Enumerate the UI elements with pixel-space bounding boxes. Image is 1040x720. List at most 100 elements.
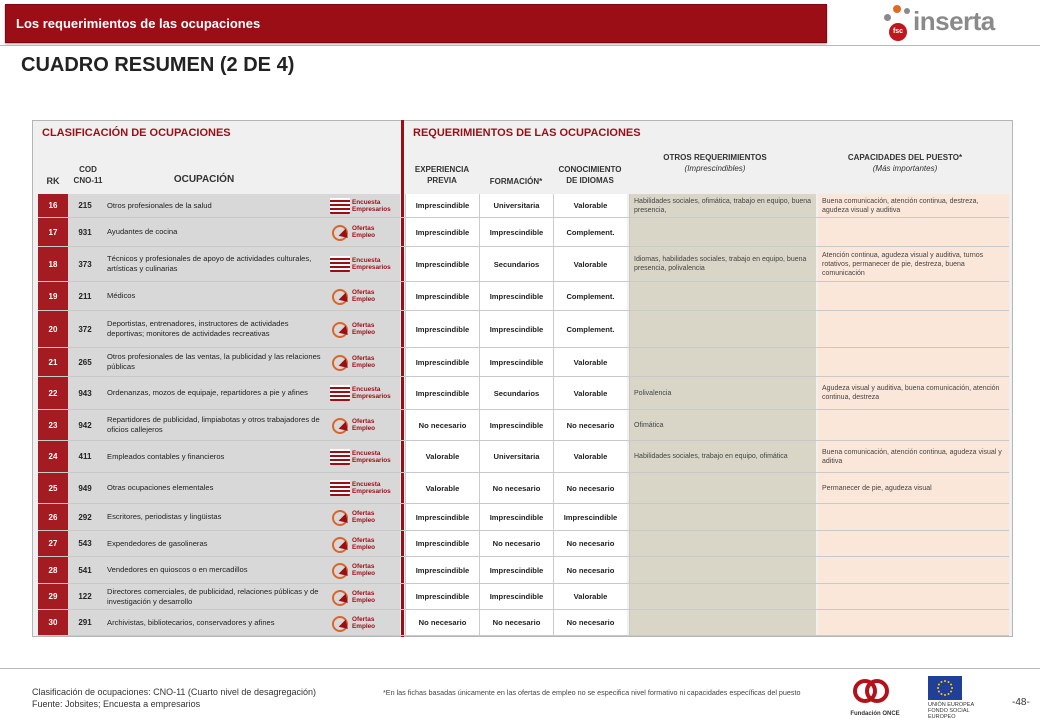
table-row: 20 372 Deportistas, entrenadores, instruct… [38, 311, 1009, 348]
source-label-2: Empleo [352, 329, 376, 336]
formacion-cell: Secundarios [479, 247, 553, 281]
experiencia-cell: Imprescindible [405, 194, 479, 217]
eu-star-icon [944, 680, 946, 682]
rank-cell: 24 [38, 441, 68, 472]
once-rings-icon [853, 679, 889, 703]
occupation-cell: Escritores, periodistas y lingüistas [102, 504, 326, 530]
idiomas-cell: Valorable [553, 194, 627, 217]
ofertas-badge: Ofertas Empleo [330, 223, 375, 241]
cod-cell: 931 [68, 218, 102, 246]
cod-cell: 942 [68, 410, 102, 440]
encuesta-badge: Encuesta Empresarios [330, 448, 391, 466]
formacion-cell: No necesario [479, 610, 553, 635]
source-cell: Encuesta Empresarios [326, 194, 400, 217]
experiencia-cell: Valorable [405, 441, 479, 472]
occupation-cell: Médicos [102, 282, 326, 310]
cursor-click-icon [330, 417, 350, 434]
cursor-click-icon [330, 589, 350, 606]
source-cell: Ofertas Empleo [326, 410, 400, 440]
experiencia-cell: Valorable [405, 473, 479, 503]
idiomas-cell: Valorable [553, 247, 627, 281]
encuesta-badge: Encuesta Empresarios [330, 197, 391, 215]
source-label-2: Empleo [352, 232, 376, 239]
source-label-2: Empresarios [352, 488, 391, 495]
idiomas-cell: Valorable [553, 377, 627, 409]
table-row: 30 291 Archivistas, bibliotecarios, conser… [38, 610, 1009, 636]
eu-star-icon [944, 694, 946, 696]
table-row: 16 215 Otros profesionales de la salud Encu… [38, 194, 1009, 218]
header-idiomas: CONOCIMIENTO DE IDIOMAS [558, 165, 622, 185]
source-cell: Ofertas Empleo [326, 218, 400, 246]
once-label: Fundación ONCE [850, 711, 900, 717]
table-row: 21 265 Otros profesionales de las ventas, … [38, 348, 1009, 377]
ue-label-1: UNIÓN EUROPEA [928, 702, 975, 708]
experiencia-cell: Imprescindible [405, 557, 479, 583]
source-label-2: Empleo [352, 425, 376, 432]
cursor-click-icon [330, 615, 350, 632]
capacidades-cell: Buena comunicación, atención continua, a… [818, 441, 1009, 472]
capacidades-cell: Buena comunicación, atención continua, d… [818, 194, 1009, 217]
capacidades-cell: Agudeza visual y auditiva, buena comunic… [818, 377, 1009, 409]
cursor-click-icon [330, 354, 350, 371]
source-label-2: Empleo [352, 596, 376, 604]
experiencia-cell: No necesario [405, 610, 479, 635]
source-label-2: Empresarios [352, 264, 391, 271]
idiomas-cell: Complement. [553, 311, 627, 347]
occupation-cell: Expendedores de gasolineras [102, 531, 326, 556]
eu-star-icon [940, 693, 943, 696]
survey-icon [330, 385, 350, 401]
header-capacidades-title: CAPACIDADES DEL PUESTO* [847, 153, 963, 162]
ofertas-badge: Ofertas Empleo [330, 320, 375, 338]
table-row: 29 122 Directores comerciales, de publicid… [38, 584, 1009, 610]
header-otros-sub: (Imprescindibles) [684, 164, 746, 173]
encuesta-badge: Encuesta Empresarios [330, 384, 391, 402]
logo-dot-icon [893, 5, 901, 13]
source-cell: Ofertas Empleo [326, 584, 400, 609]
table-row: 25 949 Otras ocupaciones elementales Encues… [38, 473, 1009, 504]
idiomas-cell: No necesario [553, 557, 627, 583]
idiomas-cell: No necesario [553, 531, 627, 556]
cod-cell: 122 [68, 584, 102, 609]
cursor-click-icon [330, 224, 350, 241]
rank-cell: 25 [38, 473, 68, 503]
footer-sources: Clasificación de ocupaciones: CNO-11 (Cu… [32, 686, 316, 710]
formacion-cell: Imprescindible [479, 410, 553, 440]
logo-dot-icon [884, 14, 891, 21]
occupation-cell: Ayudantes de cocina [102, 218, 326, 246]
header-otros: OTROS REQUERIMIENTOS (Imprescindibles) [660, 152, 770, 174]
occupation-cell: Deportistas, entrenadores, instructores … [102, 311, 326, 347]
footer-divider [0, 668, 1040, 669]
otros-cell [629, 557, 816, 583]
table-row: 19 211 Médicos Ofertas Empleo Imprescindible I… [38, 282, 1009, 311]
ofertas-badge: Ofertas Empleo [330, 353, 375, 371]
cod-cell: 292 [68, 504, 102, 530]
header-capacidades: CAPACIDADES DEL PUESTO* (Más importantes… [840, 152, 970, 174]
occupation-cell: Empleados contables y financieros [102, 441, 326, 472]
cod-cell: 541 [68, 557, 102, 583]
top-bar: Los requerimientos de las ocupaciones fs… [0, 0, 1040, 46]
otros-cell: Habilidades sociales, ofimática, trabajo… [629, 194, 816, 217]
footer-classification: Clasificación de ocupaciones: CNO-11 (Cu… [32, 687, 316, 697]
otros-cell: Ofimática [629, 410, 816, 440]
logo-text: inserta [913, 6, 995, 36]
occupation-cell: Otras ocupaciones elementales [102, 473, 326, 503]
union-europea-logo: UNIÓN EUROPEA FONDO SOCIAL EUROPEO [928, 676, 998, 720]
capacidades-cell: Permanecer de pie, agudeza visual [818, 473, 1009, 503]
table-row: 26 292 Escritores, periodistas y lingüista… [38, 504, 1009, 531]
experiencia-cell: Imprescindible [405, 348, 479, 376]
rank-cell: 18 [38, 247, 68, 281]
survey-icon [330, 256, 350, 272]
source-label-1: Ofertas [352, 510, 375, 517]
source-label-2: Empresarios [352, 393, 391, 400]
source-label-1: Ofertas [352, 615, 375, 623]
otros-cell: Polivalencia [629, 377, 816, 409]
page-number: -48- [1012, 697, 1030, 708]
capacidades-cell [818, 311, 1009, 347]
cursor-click-icon [330, 288, 350, 305]
eu-star-icon [937, 690, 940, 693]
capacidades-cell: Atención continua, agudeza visual y audi… [818, 247, 1009, 281]
cod-cell: 543 [68, 531, 102, 556]
rank-cell: 21 [38, 348, 68, 376]
source-label-2: Empleo [352, 543, 376, 551]
capacidades-cell [818, 410, 1009, 440]
